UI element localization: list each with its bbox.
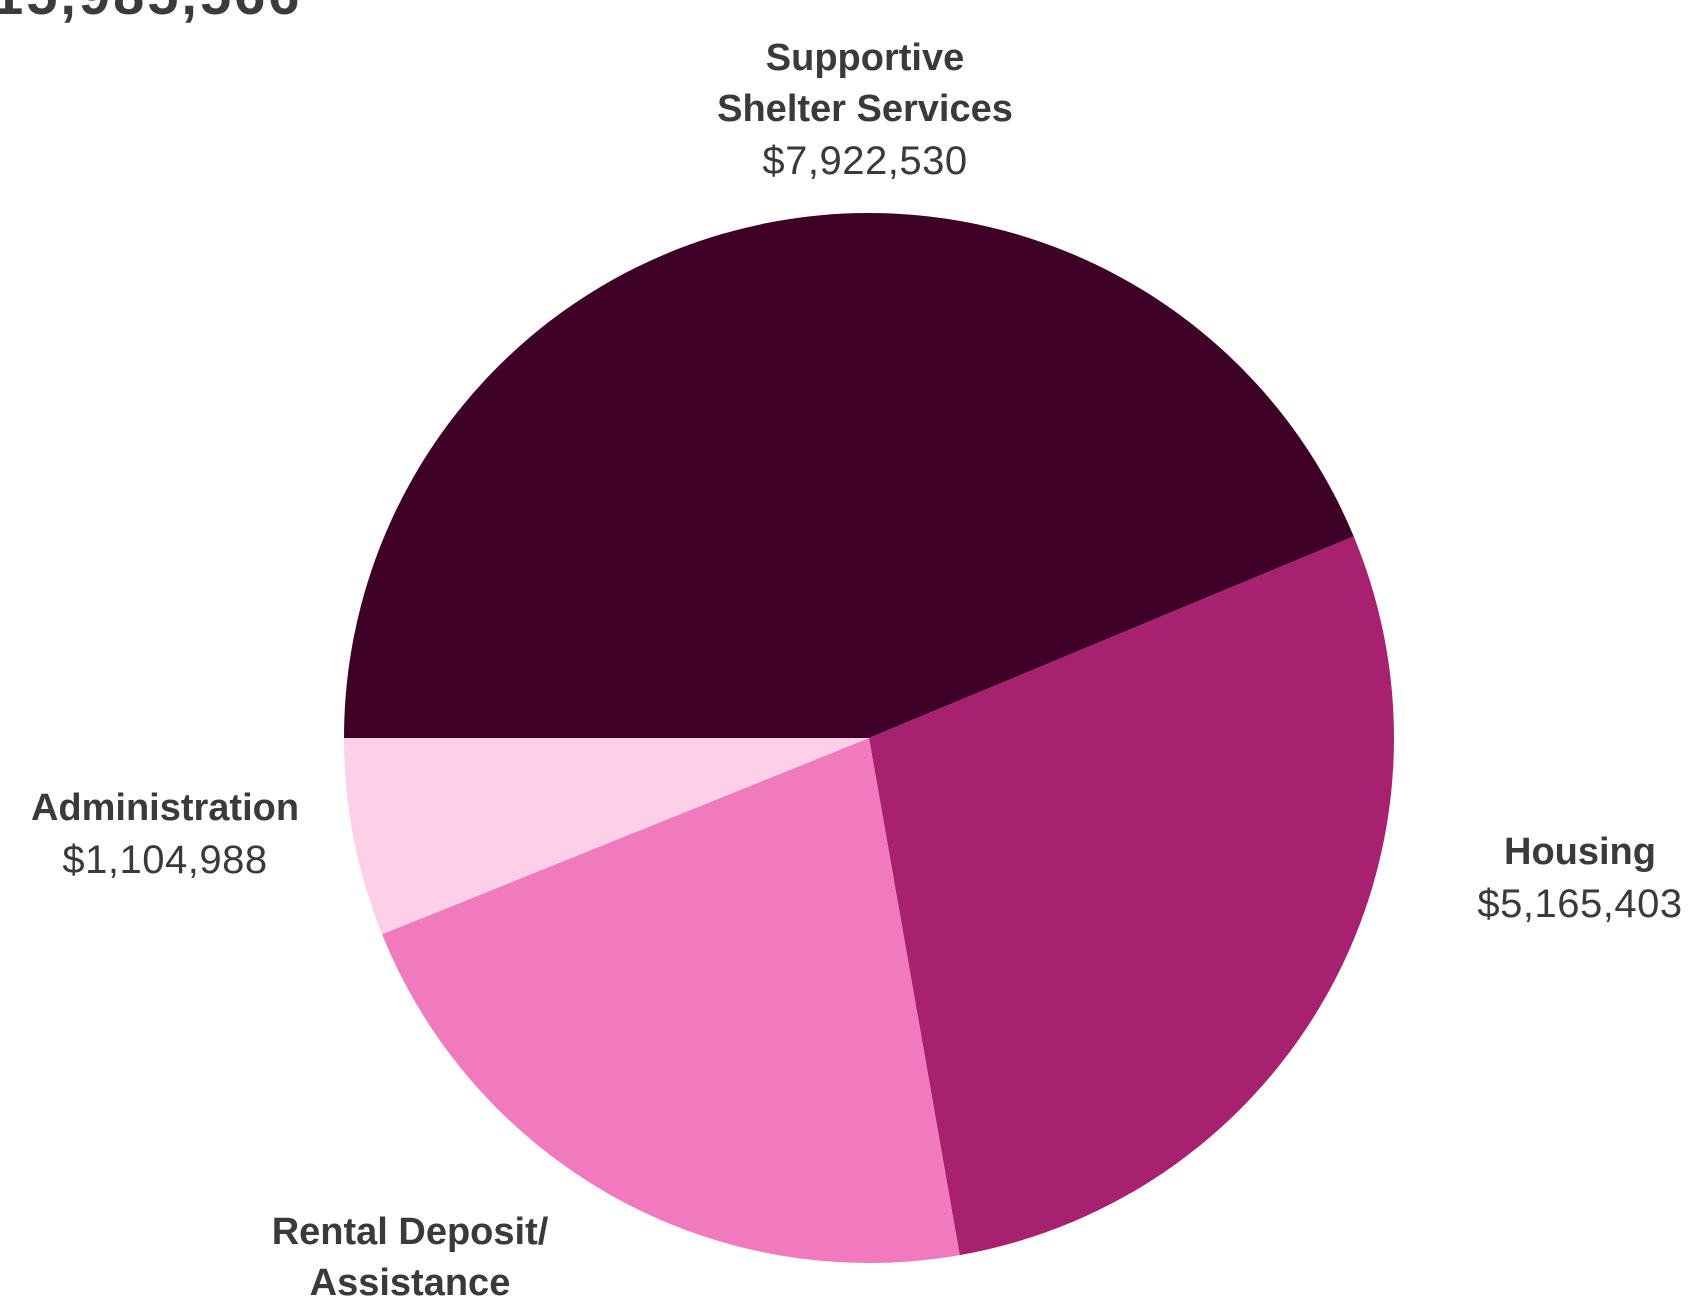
slice-label-admin: Administration $1,104,988	[5, 783, 325, 886]
slice-label-housing: Housing $5,165,403	[1460, 827, 1700, 930]
slice-label-rental: Rental Deposit/ Assistance	[235, 1207, 585, 1297]
slice-name-line: Rental Deposit/	[271, 1211, 549, 1253]
pie-slice-admin	[344, 738, 869, 935]
slice-name-line: Administration	[30, 787, 300, 829]
total-amount: $15,985,566	[0, 0, 302, 27]
pie-slice-housing	[869, 536, 1394, 1256]
slice-value-label: $5,165,403	[1477, 882, 1683, 926]
pie-slice-supportive	[344, 213, 1354, 738]
slice-label-supportive: Supportive Shelter Services $7,922,530	[700, 33, 1030, 187]
slice-value-label: $1,104,988	[62, 838, 268, 882]
pie-slice-rental	[382, 738, 960, 1263]
slice-name-line: Supportive	[765, 37, 965, 79]
slice-name-line: Housing	[1504, 831, 1656, 873]
slice-name-line: Shelter Services	[717, 88, 1013, 130]
slice-name-line: Assistance	[309, 1262, 511, 1297]
slice-value-label: $7,922,530	[762, 139, 968, 183]
